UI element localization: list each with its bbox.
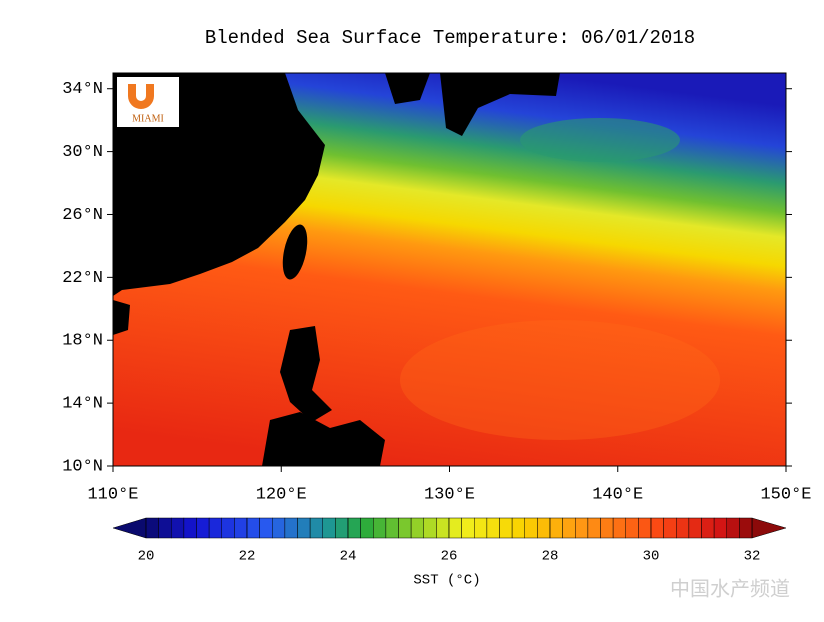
logo-text: MIAMI: [132, 113, 164, 124]
lat-label: 30°N: [62, 143, 103, 162]
lat-label: 22°N: [62, 269, 103, 288]
colorbar-cell: [638, 517, 652, 539]
colorbar-extend: [112, 517, 147, 539]
lat-label: 18°N: [62, 332, 103, 351]
colorbar-cell: [549, 517, 563, 539]
colorbar-cell: [486, 517, 500, 539]
land: [282, 224, 308, 280]
land: [385, 73, 430, 104]
colorbar-cell: [448, 517, 462, 539]
colorbar-cell: [587, 517, 601, 539]
colorbar-cell: [284, 517, 298, 539]
colorbar-cell: [650, 517, 664, 539]
colorbar-cell: [272, 517, 286, 539]
colorbar-cell: [246, 517, 260, 539]
lon-label: 130°E: [424, 485, 475, 504]
colorbar-label: SST (°C): [413, 573, 480, 589]
colorbar-tick-label: 24: [340, 549, 357, 565]
colorbar-cell: [259, 517, 273, 539]
land: [262, 412, 385, 466]
land: [113, 73, 325, 296]
colorbar-cell: [171, 517, 185, 539]
colorbar-cell: [309, 517, 323, 539]
colorbar-cell: [713, 517, 727, 539]
colorbar-cell: [663, 517, 677, 539]
lat-label: 34°N: [62, 80, 103, 99]
colorbar-cell: [398, 517, 412, 539]
lat-label: 10°N: [62, 457, 103, 476]
colorbar-tick-label: 20: [138, 549, 155, 565]
colorbar-cell: [739, 517, 753, 539]
colorbar-cell: [335, 517, 349, 539]
colorbar-cell: [600, 517, 614, 539]
map: [113, 73, 786, 466]
colorbar-cell: [347, 517, 361, 539]
colorbar-extend: [751, 517, 787, 539]
colorbar-cell: [612, 517, 626, 539]
colorbar-cell: [688, 517, 702, 539]
colorbar-cell: [221, 517, 235, 539]
colorbar-cell: [297, 517, 311, 539]
axes: 10°N 14°N 18°N 22°N 26°N 30°N 34°N 110°E 120°E 13…: [62, 80, 811, 504]
sea-surface: [400, 320, 720, 440]
lon-label: 110°E: [87, 485, 138, 504]
colorbar-cell: [562, 517, 576, 539]
colorbar-cell: [726, 517, 740, 539]
title: Blended Sea Surface Temperature: 06/01/2…: [205, 27, 695, 49]
colorbar-tick-label: 26: [441, 549, 458, 565]
colorbar-cell: [423, 517, 437, 539]
watermark: 中国水产频道: [670, 577, 790, 601]
colorbar-cell: [373, 517, 387, 539]
colorbar-cell: [474, 517, 488, 539]
land: [280, 326, 332, 422]
colorbar-cell: [537, 517, 551, 539]
colorbar-cell: [676, 517, 690, 539]
colorbar-tick-label: 22: [239, 549, 256, 565]
colorbar: 20 22 24 26 28 30 32: [112, 517, 787, 565]
land: [113, 300, 130, 335]
lat-label: 26°N: [62, 206, 103, 225]
colorbar-cell: [511, 517, 525, 539]
lon-label: 140°E: [592, 485, 643, 504]
colorbar-cell: [183, 517, 197, 539]
colorbar-cell: [145, 517, 159, 539]
colorbar-cell: [625, 517, 639, 539]
colorbar-cell: [234, 517, 248, 539]
colorbar-cell: [701, 517, 715, 539]
lon-label: 120°E: [256, 485, 307, 504]
sea-surface: [520, 118, 680, 162]
colorbar-cell: [208, 517, 222, 539]
colorbar-cell: [499, 517, 513, 539]
colorbar-tick-label: 32: [744, 549, 761, 565]
colorbar-cell: [410, 517, 424, 539]
colorbar-tick-label: 28: [542, 549, 559, 565]
land: [440, 73, 560, 136]
lon-label: 150°E: [760, 485, 811, 504]
lat-label: 14°N: [62, 395, 103, 414]
colorbar-cell: [461, 517, 475, 539]
colorbar-cell: [524, 517, 538, 539]
colorbar-cell: [436, 517, 450, 539]
logo-mark: [128, 84, 154, 109]
colorbar-cell: [196, 517, 210, 539]
colorbar-cell: [322, 517, 336, 539]
colorbar-cell: [385, 517, 399, 539]
colorbar-cell: [158, 517, 172, 539]
colorbar-cell: [360, 517, 374, 539]
colorbar-cell: [575, 517, 589, 539]
colorbar-tick-label: 30: [643, 549, 660, 565]
